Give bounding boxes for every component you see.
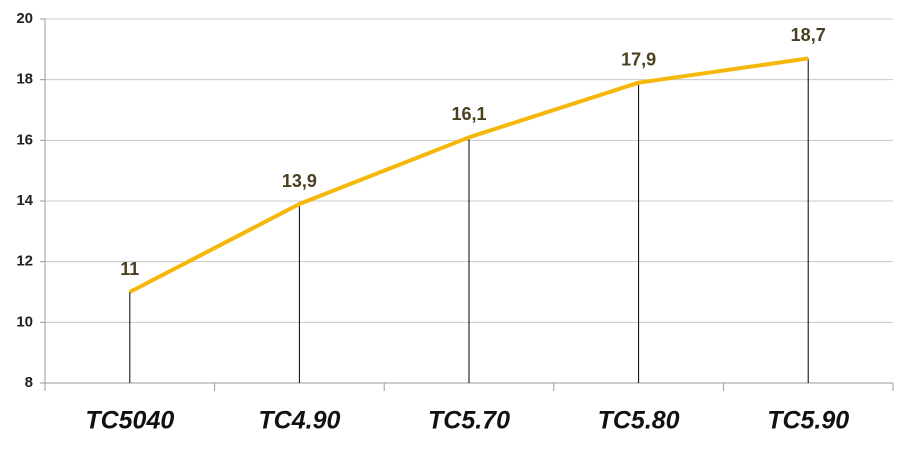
y-tick-label: 10 <box>16 313 33 330</box>
y-tick-label: 8 <box>25 374 33 391</box>
y-tick-label: 12 <box>16 253 33 270</box>
y-tick-label: 18 <box>16 71 33 88</box>
x-tick-label: TC5040 <box>85 407 174 435</box>
value-label: 16,1 <box>451 104 486 124</box>
x-tick-label: TC5.80 <box>598 407 680 435</box>
x-tick-label: TC4.90 <box>258 407 340 435</box>
y-tick-label: 14 <box>16 192 33 209</box>
x-tick-label: TC5.70 <box>428 407 510 435</box>
y-tick-label: 20 <box>16 10 33 27</box>
value-label: 13,9 <box>282 171 317 191</box>
value-label: 18,7 <box>791 25 826 45</box>
x-tick-label: TC5.90 <box>767 407 849 435</box>
value-label: 17,9 <box>621 49 656 69</box>
series-line <box>128 56 809 294</box>
value-label: 11 <box>120 259 139 279</box>
y-tick-label: 16 <box>16 131 33 148</box>
